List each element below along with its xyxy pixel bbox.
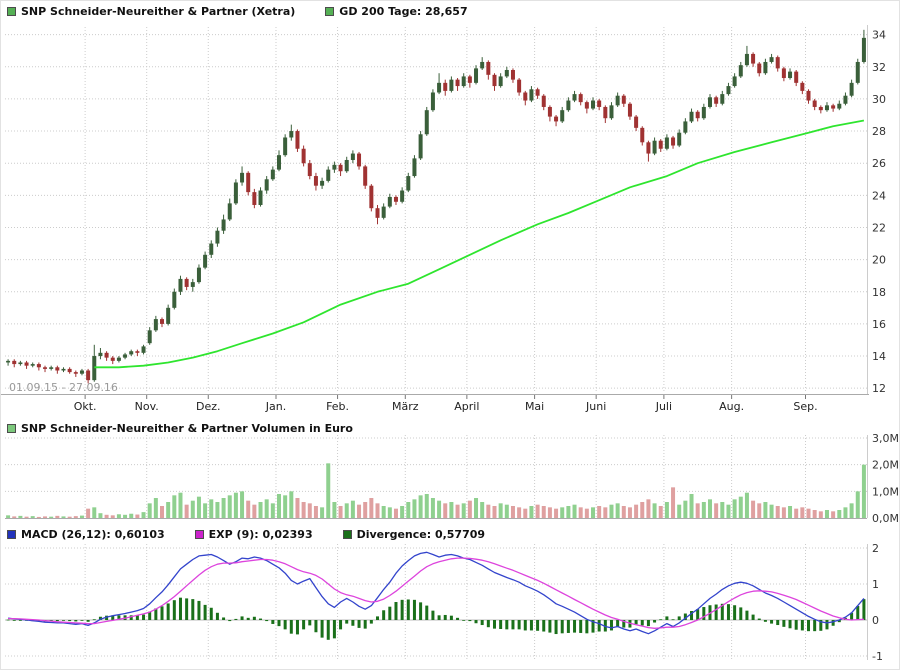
svg-text:0,0M: 0,0M bbox=[872, 512, 899, 524]
svg-text:20: 20 bbox=[872, 254, 886, 267]
macd-label: MACD (26,12): 0,60103 bbox=[21, 528, 165, 541]
instrument-legend-item: SNP Schneider-Neureither & Partner (Xetr… bbox=[7, 5, 295, 18]
volume-swatch-icon bbox=[7, 424, 16, 433]
instrument-label: SNP Schneider-Neureither & Partner (Xetr… bbox=[21, 5, 296, 18]
svg-text:Sep.: Sep. bbox=[793, 400, 817, 413]
svg-text:32: 32 bbox=[872, 61, 886, 74]
price-chart-canvas[interactable]: 12 14 16 18 20 22 24 26 28 30 32 34 Okt. Nov. Dez. Jan.… bbox=[1, 1, 900, 419]
svg-text:3,0M: 3,0M bbox=[872, 432, 899, 445]
svg-text:30: 30 bbox=[872, 93, 886, 106]
price-legend: SNP Schneider-Neureither & Partner (Xetr… bbox=[7, 5, 468, 18]
svg-text:2: 2 bbox=[872, 542, 879, 555]
svg-text:Juni: Juni bbox=[585, 400, 606, 413]
macd-chart-canvas[interactable]: 2 1 0 -1 bbox=[1, 524, 900, 670]
gd200-legend-item: GD 200 Tage: 28,657 bbox=[325, 5, 468, 18]
svg-text:01.09.15 - 27.09.16: 01.09.15 - 27.09.16 bbox=[9, 381, 118, 394]
svg-text:März: März bbox=[392, 400, 419, 413]
svg-text:18: 18 bbox=[872, 286, 886, 299]
svg-text:1: 1 bbox=[872, 578, 879, 591]
svg-text:1,0M: 1,0M bbox=[872, 485, 899, 498]
volume-legend-item: SNP Schneider-Neureither & Partner Volum… bbox=[7, 422, 353, 435]
svg-text:Mai: Mai bbox=[525, 400, 544, 413]
svg-text:16: 16 bbox=[872, 318, 886, 331]
macd-swatch-icon bbox=[7, 530, 16, 539]
volume-label: SNP Schneider-Neureither & Partner Volum… bbox=[21, 422, 353, 435]
svg-text:Feb.: Feb. bbox=[326, 400, 349, 413]
svg-text:April: April bbox=[454, 400, 479, 413]
svg-text:24: 24 bbox=[872, 189, 886, 202]
svg-text:26: 26 bbox=[872, 157, 886, 170]
gd200-label: GD 200 Tage: 28,657 bbox=[339, 5, 468, 18]
exp-legend-item: EXP (9): 0,02393 bbox=[194, 528, 313, 541]
svg-text:14: 14 bbox=[872, 350, 886, 363]
divergence-label: Divergence: 0,57709 bbox=[356, 528, 486, 541]
volume-legend: SNP Schneider-Neureither & Partner Volum… bbox=[7, 422, 353, 435]
exp-label: EXP (9): 0,02393 bbox=[208, 528, 313, 541]
svg-text:34: 34 bbox=[872, 29, 886, 42]
macd-legend-item: MACD (26,12): 0,60103 bbox=[7, 528, 165, 541]
volume-chart-canvas[interactable]: 0,0M 1,0M 2,0M 3,0M bbox=[1, 419, 900, 524]
macd-legend: MACD (26,12): 0,60103 EXP (9): 0,02393 D… bbox=[7, 528, 485, 541]
svg-text:Juli: Juli bbox=[655, 400, 672, 413]
svg-text:Aug.: Aug. bbox=[719, 400, 744, 413]
instrument-swatch-icon bbox=[7, 7, 16, 16]
svg-text:Dez.: Dez. bbox=[196, 400, 221, 413]
divergence-legend-item: Divergence: 0,57709 bbox=[342, 528, 486, 541]
svg-text:Okt.: Okt. bbox=[74, 400, 97, 413]
svg-text:22: 22 bbox=[872, 221, 886, 234]
svg-text:12: 12 bbox=[872, 382, 886, 395]
gd200-swatch-icon bbox=[325, 7, 335, 16]
exp-swatch-icon bbox=[194, 530, 204, 539]
svg-text:28: 28 bbox=[872, 125, 886, 138]
svg-text:0: 0 bbox=[872, 614, 879, 627]
svg-text:Nov.: Nov. bbox=[135, 400, 159, 413]
divergence-swatch-icon bbox=[342, 530, 352, 539]
svg-text:2,0M: 2,0M bbox=[872, 459, 899, 472]
svg-text:-1: -1 bbox=[872, 650, 883, 663]
svg-text:Jan.: Jan. bbox=[265, 400, 286, 413]
